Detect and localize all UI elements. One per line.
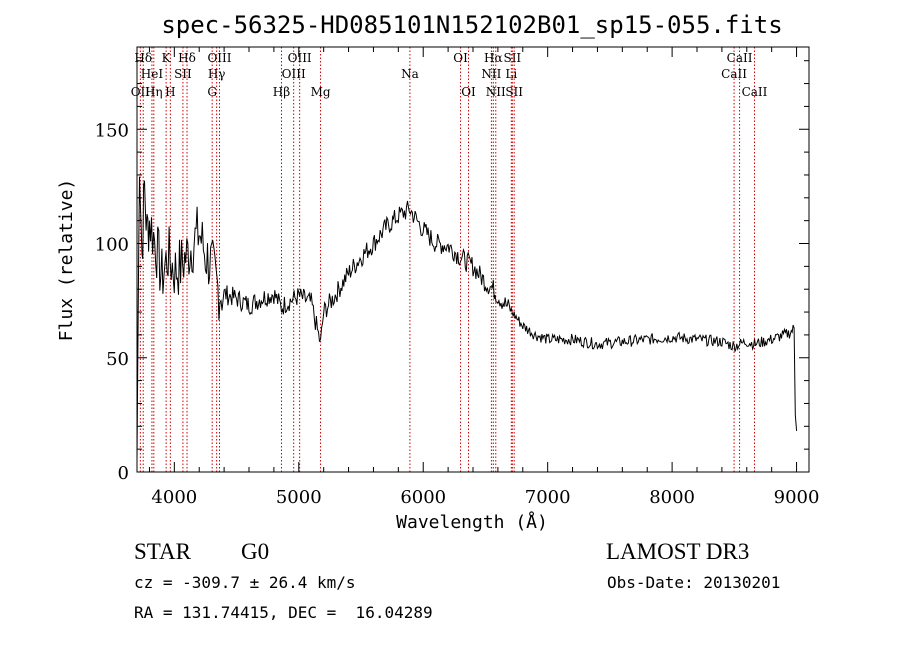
line-label-23: SII [505, 85, 523, 99]
plot-frame [136, 46, 810, 473]
line-label-8: OIII [207, 51, 231, 65]
line-label-24: CaII [727, 51, 753, 65]
line-label-12: OIII [288, 51, 312, 65]
line-label-9: Hγ [208, 67, 226, 81]
survey-name: LAMOST DR3 [606, 539, 750, 564]
line-label-7: Hδ [178, 51, 196, 65]
line-label-0: OII [131, 85, 151, 99]
flux-series-line [136, 176, 798, 461]
line-label-14: Mg [311, 85, 331, 99]
line-label-19: NII [481, 67, 501, 81]
y-tick-label: 100 [95, 235, 129, 256]
chart-title: spec-56325-HD085101N152102B01_sp15-055.f… [161, 11, 782, 39]
coordinates: RA = 131.74415, DEC = 16.04289 [134, 603, 433, 622]
x-tick-label: 6000 [400, 487, 446, 508]
line-label-17: OI [461, 85, 476, 99]
object-class: STAR [134, 539, 191, 564]
redshift-cz: cz = -309.7 ± 26.4 km/s [134, 573, 356, 592]
x-axis-label: Wavelength (Å) [396, 511, 548, 533]
line-label-18: Hα [484, 51, 503, 65]
x-tick-label: 4000 [151, 487, 197, 508]
x-axis-ticks: 4000 5000 6000 7000 8000 9000 [148, 47, 820, 508]
line-label-16: OI [453, 51, 468, 65]
y-axis-label: Flux (relative) [56, 179, 77, 342]
line-label-25: CaII [721, 67, 747, 81]
x-tick-label: 9000 [774, 487, 820, 508]
line-label-10: G [207, 85, 217, 99]
line-label-21: SII [503, 51, 521, 65]
line-label-2: HeI [141, 67, 164, 81]
y-axis-ticks: 0 50 100 150 [95, 60, 809, 484]
line-label-5: SII [174, 67, 192, 81]
line-label-11: Hβ [273, 85, 290, 99]
line-label-15: Na [401, 67, 419, 81]
y-tick-label: 0 [118, 463, 129, 484]
line-label-3: Hη [145, 85, 163, 99]
line-label-6: H [165, 85, 175, 99]
line-label-22: Li [505, 67, 517, 81]
object-subclass: G0 [241, 539, 270, 564]
line-label-4: K [162, 51, 172, 65]
line-label-26: CaII [742, 85, 768, 99]
x-tick-label: 5000 [276, 487, 322, 508]
line-label-20: NII [486, 85, 506, 99]
x-tick-label: 7000 [525, 487, 571, 508]
line-label-1: Hδ [134, 51, 152, 65]
observation-date: Obs-Date: 20130201 [607, 573, 781, 592]
x-tick-label: 8000 [649, 487, 695, 508]
y-tick-label: 150 [95, 120, 129, 141]
line-label-13: OIII [282, 67, 306, 81]
y-tick-label: 50 [106, 349, 129, 370]
emission-line-markers [139, 47, 755, 472]
